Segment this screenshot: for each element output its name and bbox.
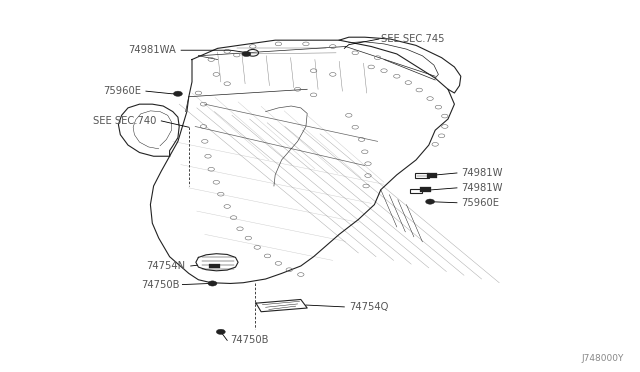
Text: 74981WA: 74981WA	[128, 45, 176, 55]
Text: 75960E: 75960E	[461, 198, 499, 208]
Text: J748000Y: J748000Y	[582, 354, 624, 363]
Text: 74981W: 74981W	[461, 183, 502, 193]
Text: 74750B: 74750B	[141, 280, 179, 289]
Text: SEE SEC.745: SEE SEC.745	[381, 34, 444, 44]
Circle shape	[216, 329, 225, 334]
Bar	[420, 187, 431, 192]
Bar	[427, 173, 437, 178]
Text: SEE SEC.740: SEE SEC.740	[93, 116, 157, 126]
Circle shape	[208, 281, 217, 286]
Circle shape	[426, 199, 435, 204]
Circle shape	[173, 91, 182, 96]
Text: 75960E: 75960E	[103, 86, 141, 96]
Bar	[209, 264, 220, 268]
Text: 74754N: 74754N	[147, 261, 186, 271]
Text: 74754Q: 74754Q	[349, 302, 388, 312]
Text: 74750B: 74750B	[230, 336, 269, 345]
Text: 74981W: 74981W	[461, 168, 502, 178]
Circle shape	[242, 51, 251, 57]
